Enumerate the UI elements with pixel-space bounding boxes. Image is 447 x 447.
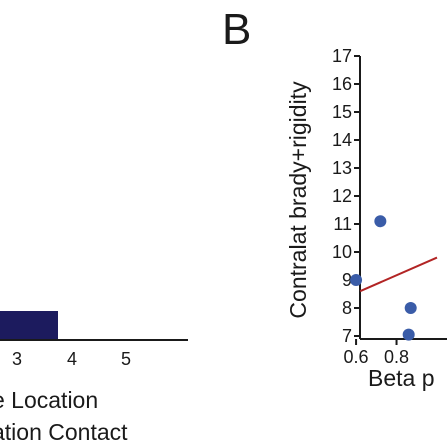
x-tick-label: 0.6 bbox=[344, 347, 369, 367]
axes: 7 8 9 10 11 12 13 14 15 16 17 0.6 0.8 bbox=[332, 46, 447, 367]
panel-b: B Contralat brady+rigidity Beta p 7 8 9 10 1… bbox=[222, 5, 447, 391]
y-tick-label: 10 bbox=[332, 242, 352, 262]
y-tick-label: 12 bbox=[332, 186, 352, 206]
bar-category-3 bbox=[0, 311, 58, 340]
y-tick-label: 13 bbox=[332, 158, 352, 178]
x-tick-label: 0.8 bbox=[384, 347, 409, 367]
x-axis-title-line-1: e Location bbox=[0, 387, 98, 413]
y-tick-label: 9 bbox=[342, 270, 352, 290]
data-point bbox=[350, 274, 363, 286]
x-tick-label: 4 bbox=[67, 349, 77, 369]
y-tick-label: 16 bbox=[332, 74, 352, 94]
fit-line bbox=[359, 256, 438, 293]
data-point bbox=[404, 302, 417, 314]
y-tick-label: 8 bbox=[342, 298, 352, 318]
x-tick-label: 5 bbox=[121, 349, 131, 369]
panel-a: 3 4 5 e Location ation Contact bbox=[0, 311, 188, 445]
y-tick-label: 15 bbox=[332, 102, 352, 122]
data-point bbox=[374, 215, 387, 228]
x-tick-label: 3 bbox=[12, 349, 22, 369]
data-point bbox=[402, 328, 415, 341]
panel-b-letter: B bbox=[222, 5, 251, 54]
x-axis-title: Beta p bbox=[368, 365, 435, 391]
scatter-points bbox=[350, 215, 417, 341]
fit-line-group bbox=[359, 256, 438, 293]
y-tick-label: 7 bbox=[342, 326, 352, 346]
x-axis-title-line-2: ation Contact bbox=[0, 419, 128, 445]
y-tick-label: 11 bbox=[333, 214, 352, 234]
y-tick-label: 14 bbox=[332, 130, 352, 150]
y-axis-title: Contralat brady+rigidity bbox=[285, 81, 311, 319]
y-tick-label: 17 bbox=[332, 46, 352, 66]
